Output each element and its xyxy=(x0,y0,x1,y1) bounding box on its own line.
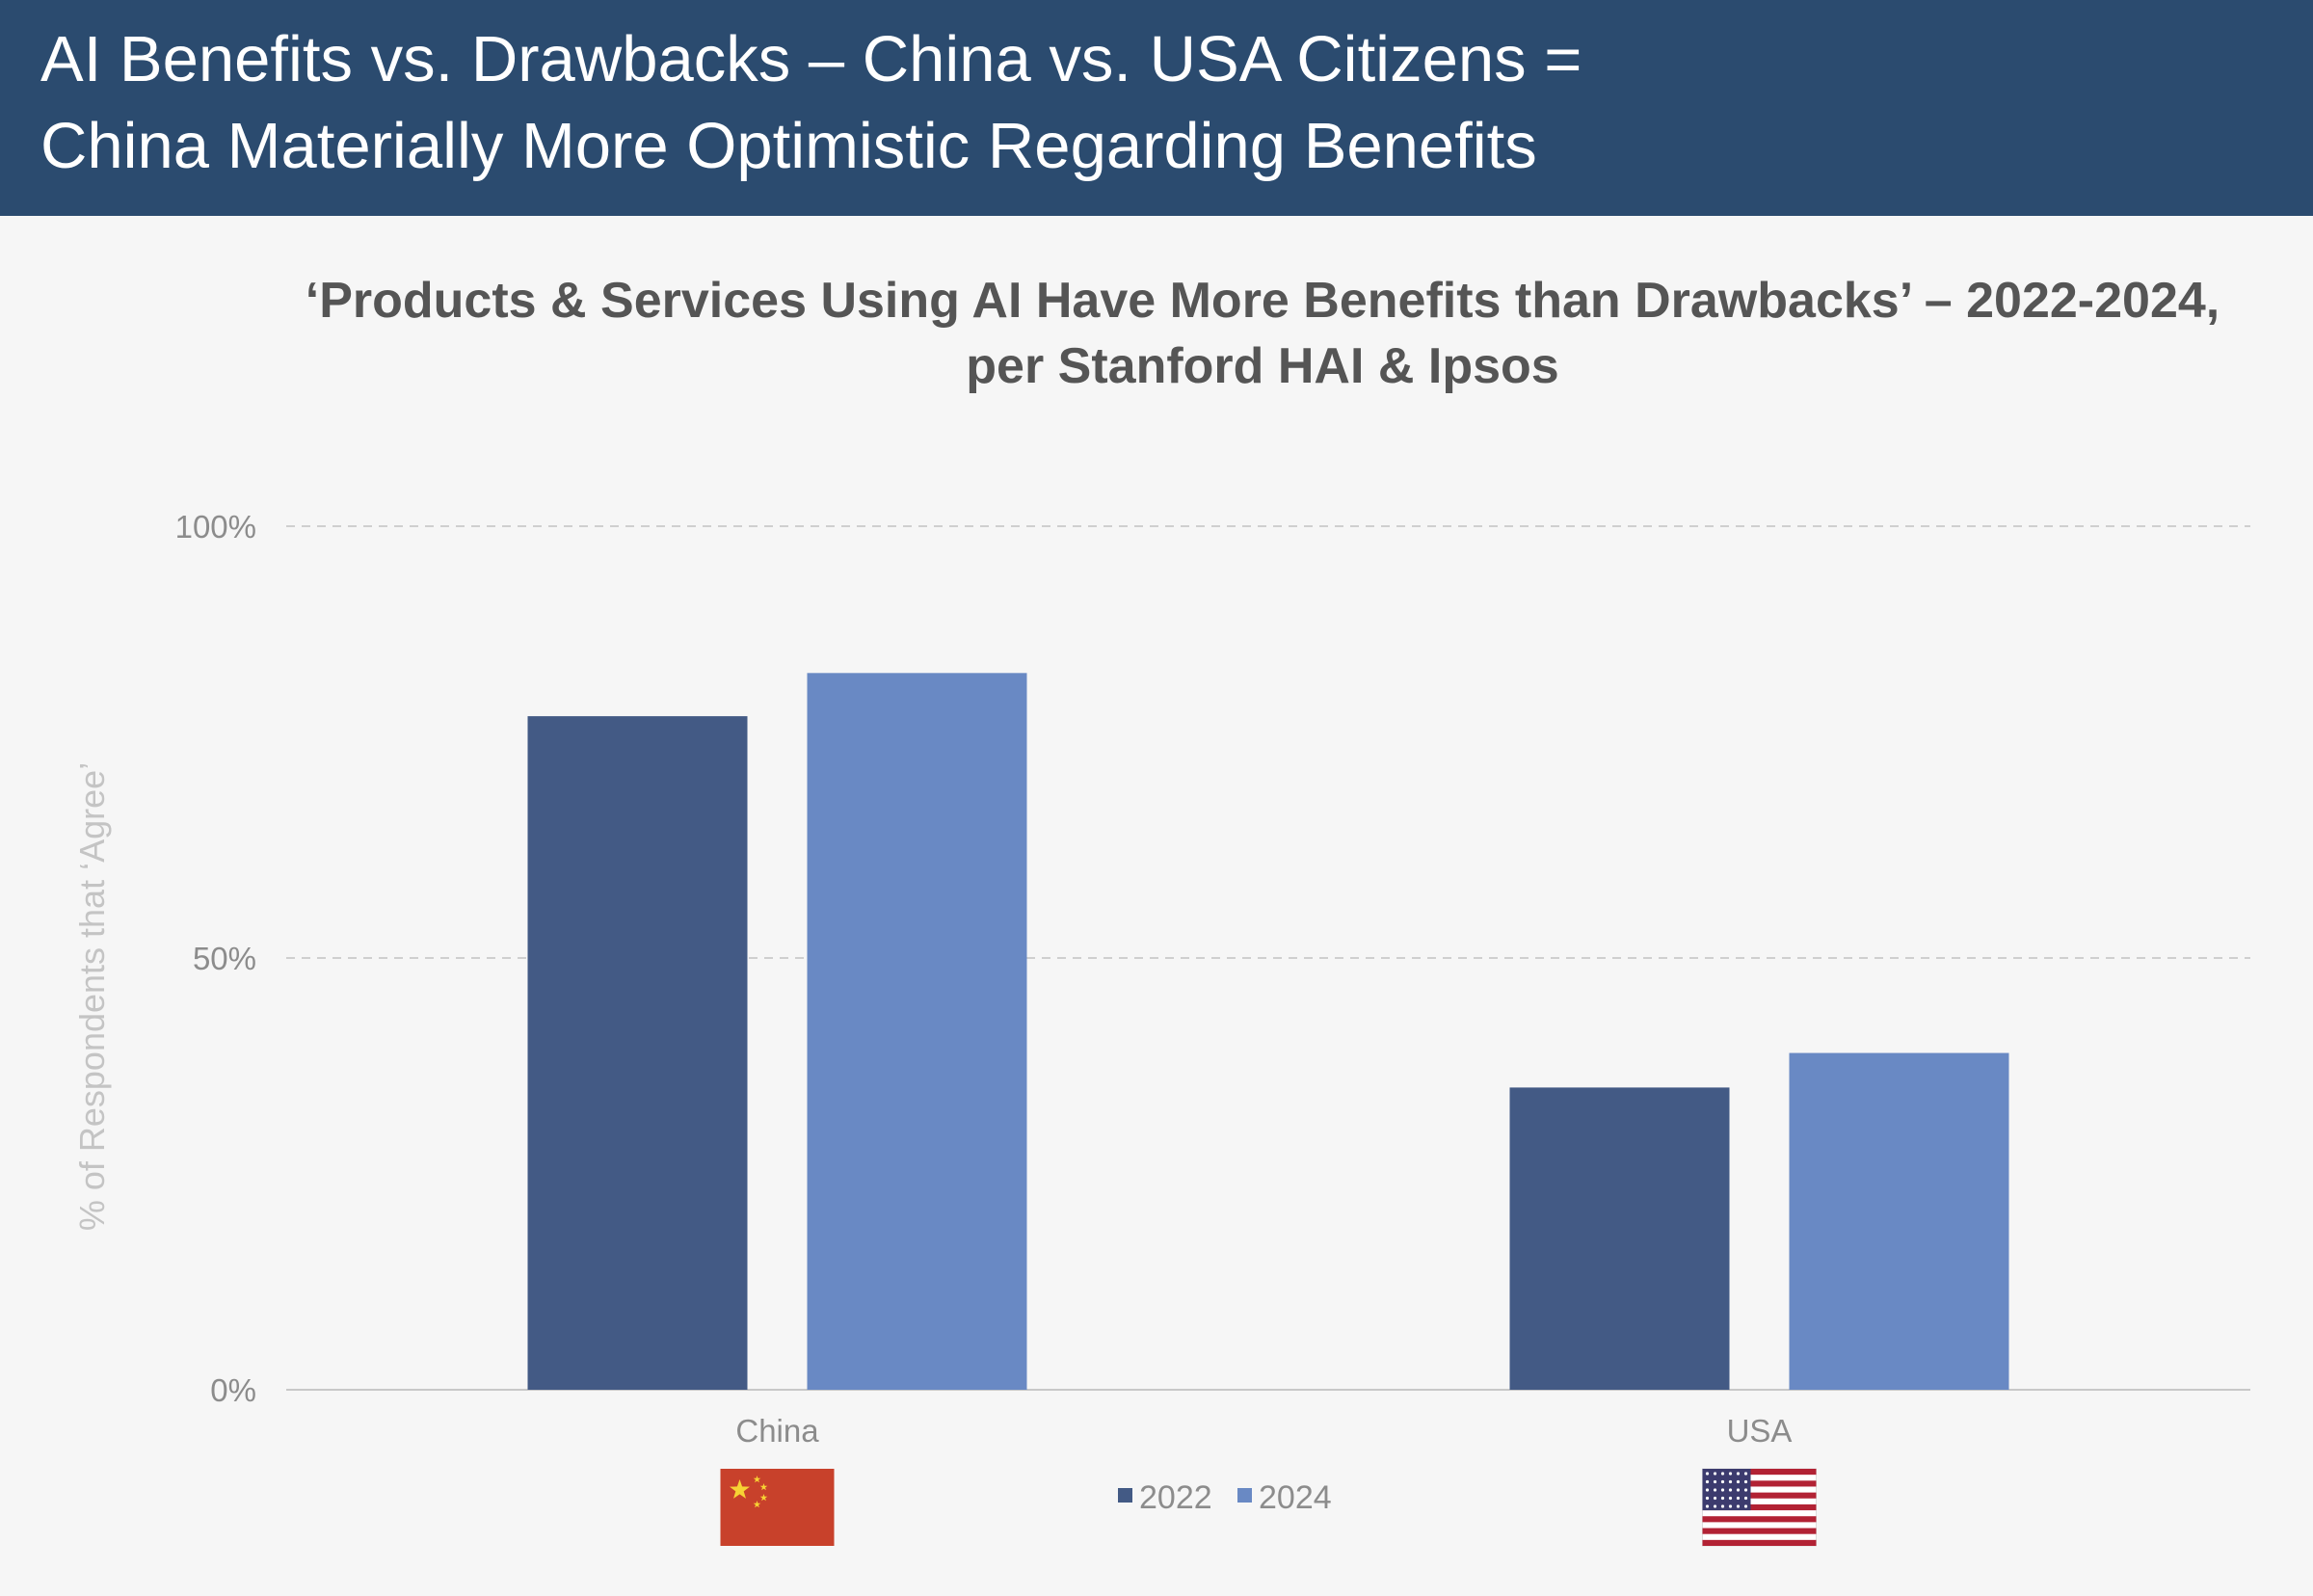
flag-star xyxy=(759,1483,768,1491)
flag-star xyxy=(1743,1504,1748,1508)
flag-star xyxy=(1713,1496,1717,1501)
flag-star xyxy=(1728,1488,1733,1492)
flag-star xyxy=(759,1494,768,1502)
bar-usa-2024 xyxy=(1789,1052,2009,1390)
flag-star xyxy=(1736,1488,1741,1492)
flag-stripe xyxy=(1702,1503,1817,1511)
flag-star xyxy=(1743,1488,1748,1492)
flag-star xyxy=(730,1479,750,1499)
flag-star xyxy=(1705,1488,1710,1492)
flag-stripe xyxy=(1702,1528,1817,1534)
flag-stripe xyxy=(1702,1492,1817,1499)
flag-star xyxy=(1743,1479,1748,1484)
flag-star xyxy=(1705,1496,1710,1501)
flag-star xyxy=(1736,1504,1741,1508)
flag-star xyxy=(753,1501,761,1508)
header-banner: AI Benefits vs. Drawbacks – China vs. US… xyxy=(0,0,2313,216)
flag-star xyxy=(1713,1504,1717,1508)
flag-star xyxy=(1713,1479,1717,1484)
china-flag-icon xyxy=(720,1469,835,1546)
flag-star xyxy=(1736,1472,1741,1476)
flag-star xyxy=(1728,1496,1733,1501)
bar-china-2022 xyxy=(527,716,748,1390)
flag-star xyxy=(1713,1472,1717,1476)
flag-star xyxy=(1728,1504,1733,1508)
chart-title-line-1: ‘Products & Services Using AI Have More … xyxy=(305,273,2220,329)
flag-star xyxy=(1705,1472,1710,1476)
header-title-line-1: AI Benefits vs. Drawbacks – China vs. US… xyxy=(40,23,1582,95)
y-tick-label: 50% xyxy=(193,941,256,976)
chart-title-line-2: per Stanford HAI & Ipsos xyxy=(966,338,1559,394)
flag-stripe xyxy=(1702,1516,1817,1523)
flag-stripe xyxy=(1702,1539,1817,1546)
flag-star xyxy=(1705,1479,1710,1484)
flag-star xyxy=(1720,1479,1725,1484)
flag-star xyxy=(1720,1504,1725,1508)
flag-star xyxy=(1743,1472,1748,1476)
flag-star xyxy=(1713,1488,1717,1492)
x-tick-label: USA xyxy=(1727,1413,1793,1449)
legend-swatch-2022 xyxy=(1118,1488,1132,1503)
header-title-line-2: China Materially More Optimistic Regardi… xyxy=(40,110,1537,182)
flag-star xyxy=(1743,1496,1748,1501)
legend-label-2022: 2022 xyxy=(1139,1479,1212,1516)
flag-stripe xyxy=(1702,1469,1817,1476)
flag-star xyxy=(753,1476,761,1483)
chart-title: ‘Products & Services Using AI Have More … xyxy=(241,268,2284,399)
flag-stripe xyxy=(1702,1480,1817,1487)
bar-usa-2022 xyxy=(1509,1087,1730,1390)
legend-label-2024: 2024 xyxy=(1259,1479,1332,1516)
y-tick-label: 100% xyxy=(175,509,256,545)
flag-canton xyxy=(1702,1469,1751,1511)
flag-star xyxy=(1728,1479,1733,1484)
y-tick-label: 0% xyxy=(210,1372,256,1408)
flag-star xyxy=(1720,1472,1725,1476)
flag-star xyxy=(1720,1496,1725,1501)
bar-china-2024 xyxy=(807,673,1027,1390)
flag-star xyxy=(1728,1472,1733,1476)
flag-star xyxy=(1736,1479,1741,1484)
legend-swatch-2024 xyxy=(1237,1488,1252,1503)
x-tick-label: China xyxy=(735,1413,819,1449)
flag-star xyxy=(1705,1504,1710,1508)
y-axis-label: % of Respondents that ‘Agree’ xyxy=(72,762,112,1231)
flag-star xyxy=(1720,1488,1725,1492)
flag-star xyxy=(1736,1496,1741,1501)
